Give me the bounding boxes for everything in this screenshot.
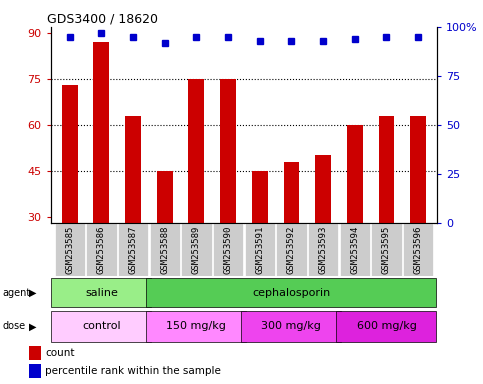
Bar (94, 42, 109, 223)
FancyBboxPatch shape (371, 223, 402, 276)
FancyBboxPatch shape (146, 278, 437, 308)
FancyBboxPatch shape (308, 223, 338, 276)
FancyBboxPatch shape (150, 223, 180, 276)
FancyBboxPatch shape (213, 223, 243, 276)
FancyBboxPatch shape (340, 223, 370, 276)
FancyBboxPatch shape (55, 223, 85, 276)
Text: dose: dose (2, 321, 26, 331)
Bar (29, 364, 41, 378)
Bar (29, 346, 41, 360)
FancyBboxPatch shape (181, 223, 212, 276)
Text: agent: agent (2, 288, 30, 298)
Text: GSM253589: GSM253589 (192, 225, 201, 274)
FancyBboxPatch shape (51, 311, 152, 342)
Text: 150 mg/kg: 150 mg/kg (167, 321, 227, 331)
Bar (284, 162, 299, 223)
Text: GSM253594: GSM253594 (350, 225, 359, 274)
Bar (347, 125, 363, 223)
Text: ▶: ▶ (29, 321, 37, 331)
FancyBboxPatch shape (242, 311, 341, 342)
Bar (220, 79, 236, 223)
FancyBboxPatch shape (244, 223, 275, 276)
Bar (379, 116, 394, 223)
Bar (62, 85, 78, 223)
Bar (410, 116, 426, 223)
FancyBboxPatch shape (336, 311, 437, 342)
Text: GSM253587: GSM253587 (128, 225, 138, 274)
Text: GSM253586: GSM253586 (97, 225, 106, 274)
Text: ▶: ▶ (29, 288, 37, 298)
FancyBboxPatch shape (118, 223, 148, 276)
Bar (252, 171, 268, 223)
Bar (125, 116, 141, 223)
Text: GDS3400 / 18620: GDS3400 / 18620 (47, 13, 158, 26)
Text: saline: saline (85, 288, 118, 298)
Text: 600 mg/kg: 600 mg/kg (356, 321, 416, 331)
Text: GSM253588: GSM253588 (160, 225, 169, 274)
FancyBboxPatch shape (146, 311, 246, 342)
Text: GSM253591: GSM253591 (255, 225, 264, 274)
FancyBboxPatch shape (51, 278, 152, 308)
Text: cephalosporin: cephalosporin (252, 288, 330, 298)
Bar (188, 79, 204, 223)
Text: GSM253590: GSM253590 (224, 225, 233, 274)
Text: GSM253592: GSM253592 (287, 225, 296, 274)
Text: GSM253595: GSM253595 (382, 225, 391, 274)
FancyBboxPatch shape (86, 223, 116, 276)
Bar (157, 171, 172, 223)
Bar (315, 156, 331, 223)
Text: percentile rank within the sample: percentile rank within the sample (45, 366, 221, 376)
Text: GSM253585: GSM253585 (65, 225, 74, 274)
Text: GSM253596: GSM253596 (413, 225, 423, 274)
FancyBboxPatch shape (276, 223, 307, 276)
Text: count: count (45, 348, 75, 358)
FancyBboxPatch shape (403, 223, 433, 276)
Text: GSM253593: GSM253593 (319, 225, 327, 274)
Text: 300 mg/kg: 300 mg/kg (261, 321, 321, 331)
Text: control: control (82, 321, 121, 331)
